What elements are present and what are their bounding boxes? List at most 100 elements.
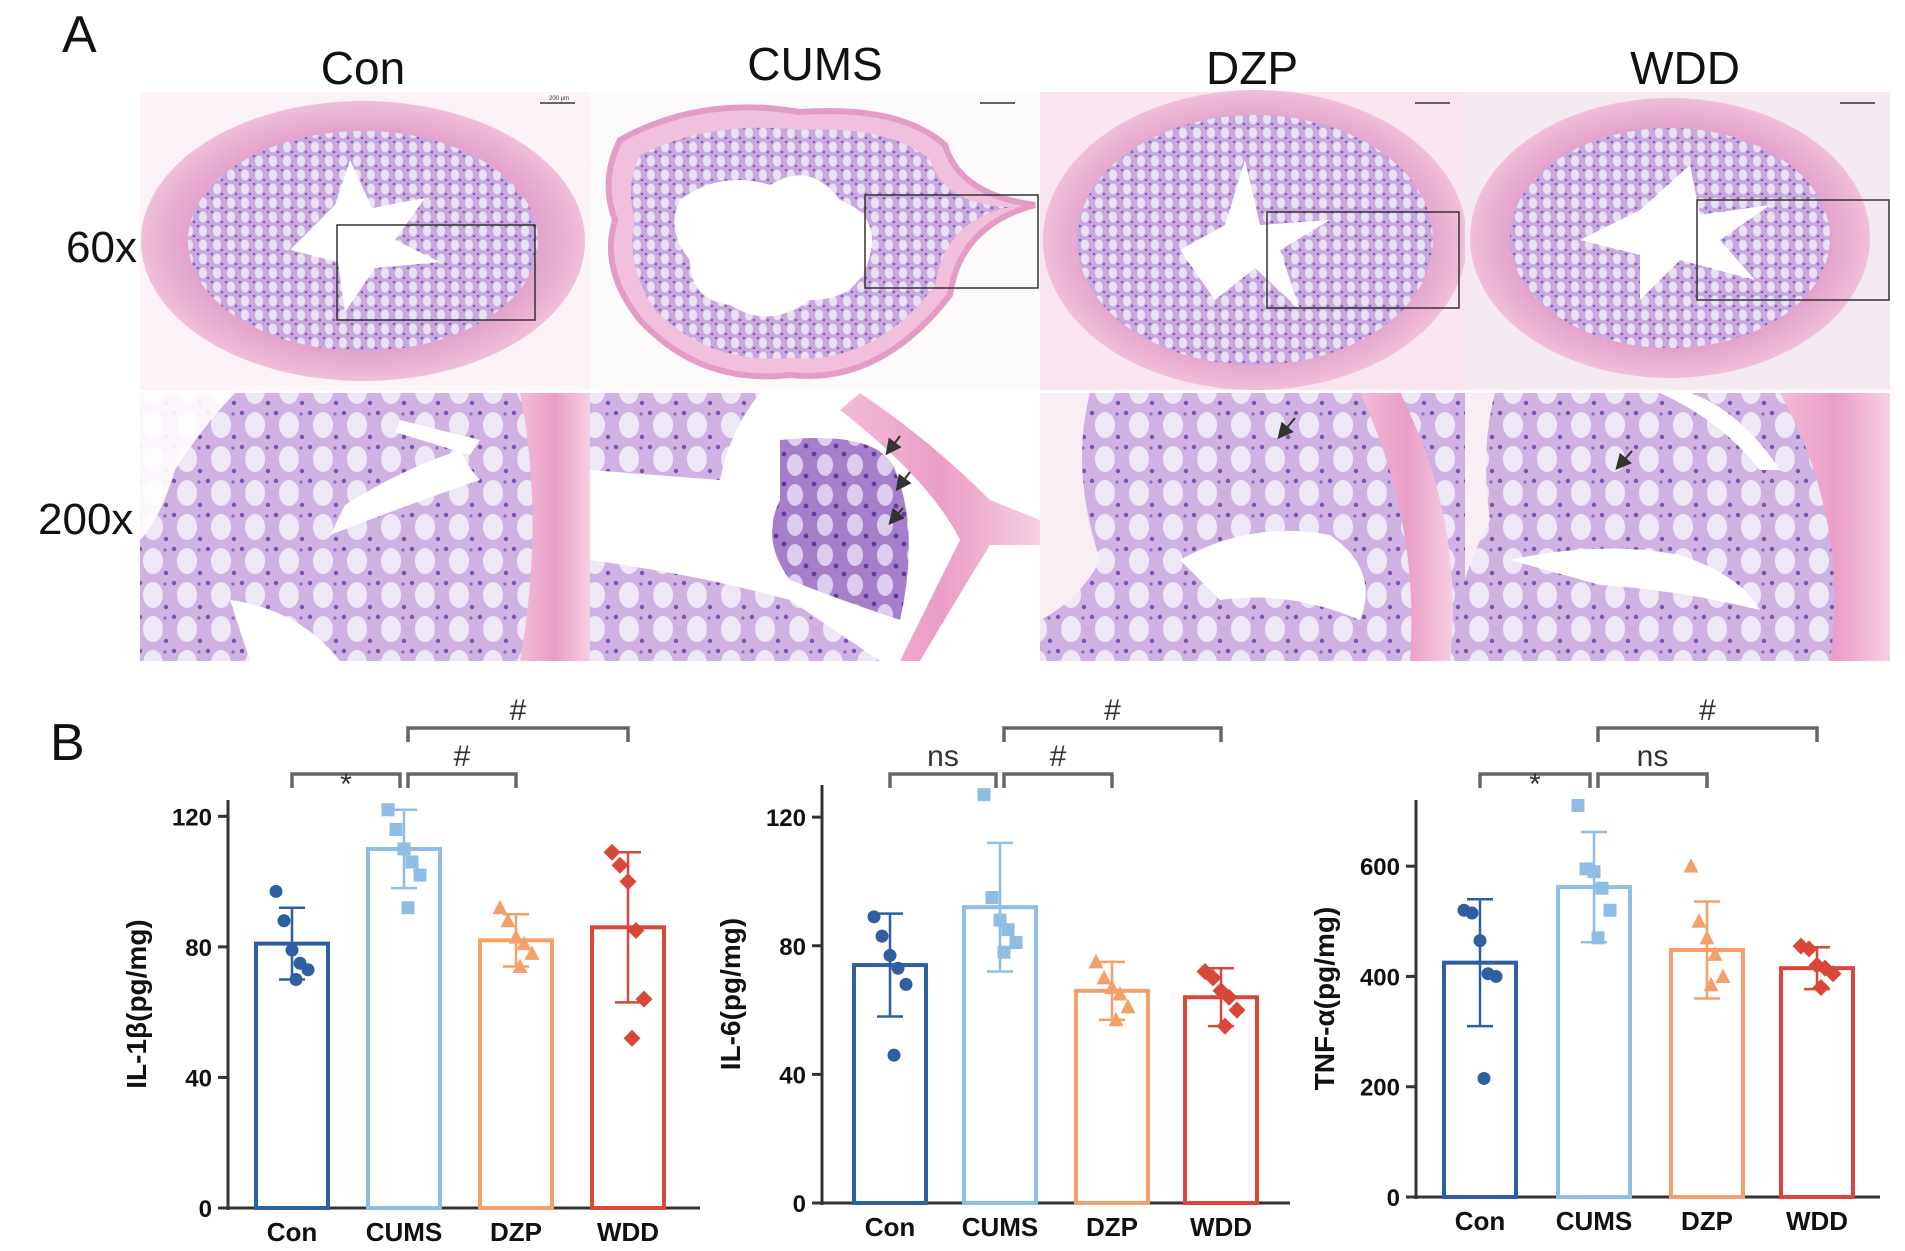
data-point [887, 1048, 901, 1062]
category-label: CUMS [366, 1217, 443, 1247]
y-tick-label: 600 [1360, 854, 1400, 881]
data-point [389, 822, 403, 836]
micrograph-con-200x [140, 393, 590, 661]
chart-2: 0 40 80 120 IL-6(pg/mg) Con CUMS DZP WDD ns # # [715, 694, 1290, 1242]
micrograph-wdd-200x [1465, 393, 1890, 661]
y-tick-label: 80 [779, 934, 806, 961]
micrograph-cums-200x [590, 393, 1040, 661]
bar-wdd [1183, 995, 1259, 1206]
y-axis-title: IL-1β(pg/mg) [121, 919, 152, 1089]
y-tick-label: 40 [185, 1065, 212, 1092]
data-point [1587, 865, 1601, 879]
data-point [1120, 998, 1136, 1014]
data-point [1465, 906, 1479, 920]
data-point [627, 922, 645, 940]
category-label: WDD [1190, 1212, 1252, 1242]
data-point [289, 973, 303, 987]
data-point [977, 788, 991, 802]
significance-bracket [290, 772, 402, 788]
category-label: Con [1455, 1206, 1506, 1236]
data-point [500, 912, 516, 928]
column-headers: Con CUMS DZP WDD [321, 38, 1740, 94]
data-point [1591, 931, 1605, 945]
category-label: DZP [490, 1217, 542, 1247]
y-tick-label: 40 [779, 1062, 806, 1089]
significance-label: ns [927, 740, 959, 773]
significance-bracket [406, 726, 630, 742]
bar-dzp [478, 938, 554, 1210]
micrograph-dzp-60x [1040, 90, 1467, 390]
data-point [397, 842, 411, 856]
significance-bracket [1478, 772, 1592, 788]
y-tick-label: 400 [1360, 964, 1400, 991]
data-point [1096, 969, 1112, 985]
scale-bar-label: 200 μm [549, 96, 569, 102]
data-point [1001, 923, 1015, 937]
significance-label: # [1050, 740, 1067, 773]
panel-b-label: B [50, 714, 85, 772]
data-point [603, 843, 621, 861]
data-point [611, 856, 629, 874]
data-point [381, 803, 395, 817]
data-point [277, 914, 291, 928]
y-tick-label: 80 [185, 935, 212, 962]
category-label: DZP [1681, 1206, 1733, 1236]
data-point [899, 977, 913, 991]
significance-bracket [1002, 726, 1223, 742]
data-point [1683, 858, 1699, 873]
data-point [1104, 979, 1120, 995]
data-point [269, 884, 283, 898]
significance-label: # [1699, 694, 1716, 727]
bar-wdd [1779, 966, 1855, 1199]
data-point [635, 990, 653, 1008]
data-point [1707, 946, 1723, 961]
column-header-cums: CUMS [747, 38, 882, 90]
data-point [1595, 881, 1609, 895]
data-point [1691, 913, 1707, 928]
significance-label: # [454, 740, 471, 773]
significance-label: ns [1637, 740, 1669, 773]
significance-label: * [340, 768, 352, 801]
category-label: Con [267, 1217, 318, 1247]
micrograph-cums-60x [590, 92, 1040, 390]
y-tick-label: 0 [793, 1191, 806, 1218]
significance-label: * [1529, 768, 1541, 801]
category-label: CUMS [1556, 1206, 1633, 1236]
data-point [619, 873, 637, 891]
data-point [285, 943, 299, 957]
category-label: CUMS [962, 1212, 1039, 1242]
y-tick-label: 0 [1387, 1185, 1400, 1212]
panel-a-label: A [62, 6, 97, 64]
data-point [1703, 976, 1719, 992]
y-tick-label: 120 [172, 804, 212, 831]
data-point [1228, 1001, 1246, 1019]
significance-bracket [888, 772, 998, 788]
category-label: Con [865, 1212, 916, 1242]
data-point [875, 929, 889, 943]
data-point [401, 901, 415, 915]
data-point [1216, 1017, 1234, 1035]
y-tick-label: 200 [1360, 1075, 1400, 1102]
data-point [623, 1029, 641, 1047]
y-tick-label: 0 [199, 1196, 212, 1223]
column-header-con: Con [321, 42, 405, 94]
category-label: WDD [1786, 1206, 1848, 1236]
data-point [1571, 799, 1585, 813]
data-point [492, 899, 508, 915]
data-point [508, 929, 524, 944]
data-point [1088, 953, 1104, 969]
bar-con [254, 941, 330, 1211]
data-point [301, 963, 315, 977]
data-point [1473, 934, 1487, 948]
data-point [1812, 978, 1830, 996]
data-point [524, 945, 540, 960]
data-point [1489, 969, 1503, 983]
data-point [1477, 1071, 1491, 1085]
category-label: WDD [597, 1217, 659, 1247]
data-point [1009, 936, 1023, 950]
data-point [1699, 929, 1715, 945]
significance-bracket [406, 772, 518, 788]
significance-label: # [1104, 694, 1121, 727]
data-point [1800, 940, 1818, 958]
